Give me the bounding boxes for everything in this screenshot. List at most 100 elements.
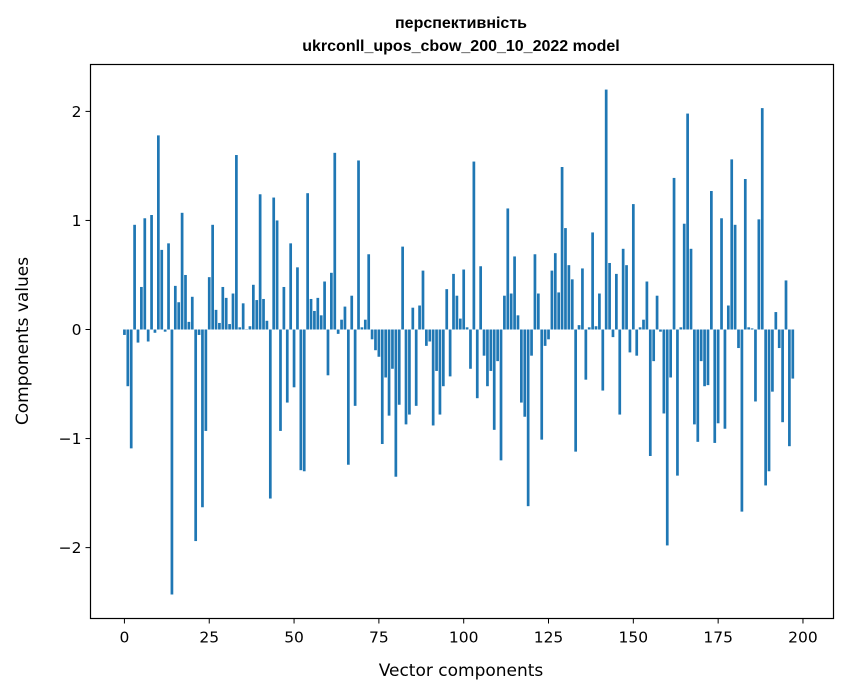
- bar: [774, 312, 778, 330]
- bar: [207, 277, 211, 330]
- bar: [363, 319, 367, 330]
- bar: [292, 329, 296, 388]
- bar: [228, 324, 231, 330]
- bar: [547, 329, 550, 340]
- bar: [584, 329, 588, 380]
- bar: [669, 329, 672, 378]
- bar: [194, 329, 198, 542]
- bar: [452, 273, 455, 330]
- bar: [499, 329, 503, 461]
- bar: [184, 274, 187, 330]
- bar: [357, 160, 360, 330]
- bar: [679, 327, 683, 330]
- bar: [540, 329, 544, 440]
- bar: [221, 286, 225, 330]
- bar: [411, 307, 415, 330]
- bar: [282, 286, 286, 330]
- bar: [319, 315, 323, 330]
- bar: [248, 326, 252, 330]
- bar: [136, 329, 140, 343]
- bar: [153, 329, 157, 333]
- bar: [686, 113, 689, 330]
- bar: [201, 329, 204, 508]
- bar: [642, 319, 645, 330]
- bar: [788, 329, 791, 447]
- y-tick-label: −1: [59, 430, 82, 448]
- bar: [791, 329, 795, 379]
- bar: [214, 309, 218, 330]
- bar: [255, 300, 259, 330]
- bar: [523, 329, 527, 417]
- bar: [238, 327, 242, 330]
- bar: [330, 272, 333, 330]
- bar: [533, 254, 537, 330]
- bar: [326, 329, 330, 376]
- y-axis: −2 −1 0 1 2: [59, 103, 91, 557]
- bar: [431, 329, 435, 426]
- bar: [536, 293, 540, 330]
- bar: [696, 329, 700, 442]
- bar: [313, 310, 316, 330]
- bar: [279, 329, 282, 431]
- bar: [218, 322, 221, 330]
- bar: [581, 268, 584, 330]
- bar: [377, 329, 381, 357]
- bar: [713, 329, 717, 443]
- bar: [737, 329, 740, 349]
- bar: [611, 329, 615, 338]
- bar: [530, 329, 533, 356]
- bar: [475, 329, 479, 399]
- bar: [211, 224, 214, 330]
- bar: [391, 329, 394, 369]
- y-tick-label: 0: [72, 321, 82, 339]
- bar: [204, 329, 208, 431]
- bar: [289, 243, 293, 330]
- bar: [353, 329, 357, 406]
- bar: [693, 329, 696, 425]
- bar: [594, 326, 598, 330]
- bar: [506, 208, 510, 330]
- bar: [425, 329, 428, 346]
- bar: [180, 212, 184, 330]
- bar: [146, 329, 150, 342]
- chart-title: перспективність ukrconll_upos_cbow_200_1…: [302, 15, 619, 55]
- bar-series: [123, 89, 795, 595]
- bar: [777, 329, 781, 349]
- bar: [570, 279, 574, 330]
- bar: [726, 305, 730, 330]
- bar: [516, 315, 520, 330]
- bar: [648, 329, 652, 456]
- bar: [163, 329, 167, 332]
- bar: [360, 327, 364, 330]
- bar: [160, 249, 164, 330]
- bar: [553, 253, 557, 330]
- bar: [126, 329, 130, 387]
- bar: [285, 329, 289, 403]
- bar: [299, 329, 303, 471]
- bar: [187, 321, 191, 330]
- bar: [265, 320, 269, 330]
- bar: [333, 152, 337, 330]
- bar: [771, 329, 774, 392]
- bar: [716, 329, 720, 424]
- bar: [129, 329, 133, 449]
- bar: [710, 191, 713, 330]
- bar: [601, 329, 605, 391]
- bar: [190, 296, 194, 330]
- bar: [526, 329, 530, 507]
- bar: [682, 223, 686, 330]
- y-tick-label: 2: [72, 103, 82, 121]
- bar: [367, 254, 371, 330]
- bar: [448, 329, 452, 377]
- bar: [343, 306, 347, 330]
- bar: [441, 329, 445, 387]
- bar: [482, 329, 486, 356]
- bar: [258, 194, 262, 330]
- bar: [638, 327, 642, 330]
- bar: [445, 289, 449, 330]
- bar: [496, 329, 499, 362]
- bar: [781, 329, 784, 423]
- y-tick-label: −2: [59, 539, 82, 557]
- bar: [604, 89, 608, 330]
- bar: [750, 328, 754, 330]
